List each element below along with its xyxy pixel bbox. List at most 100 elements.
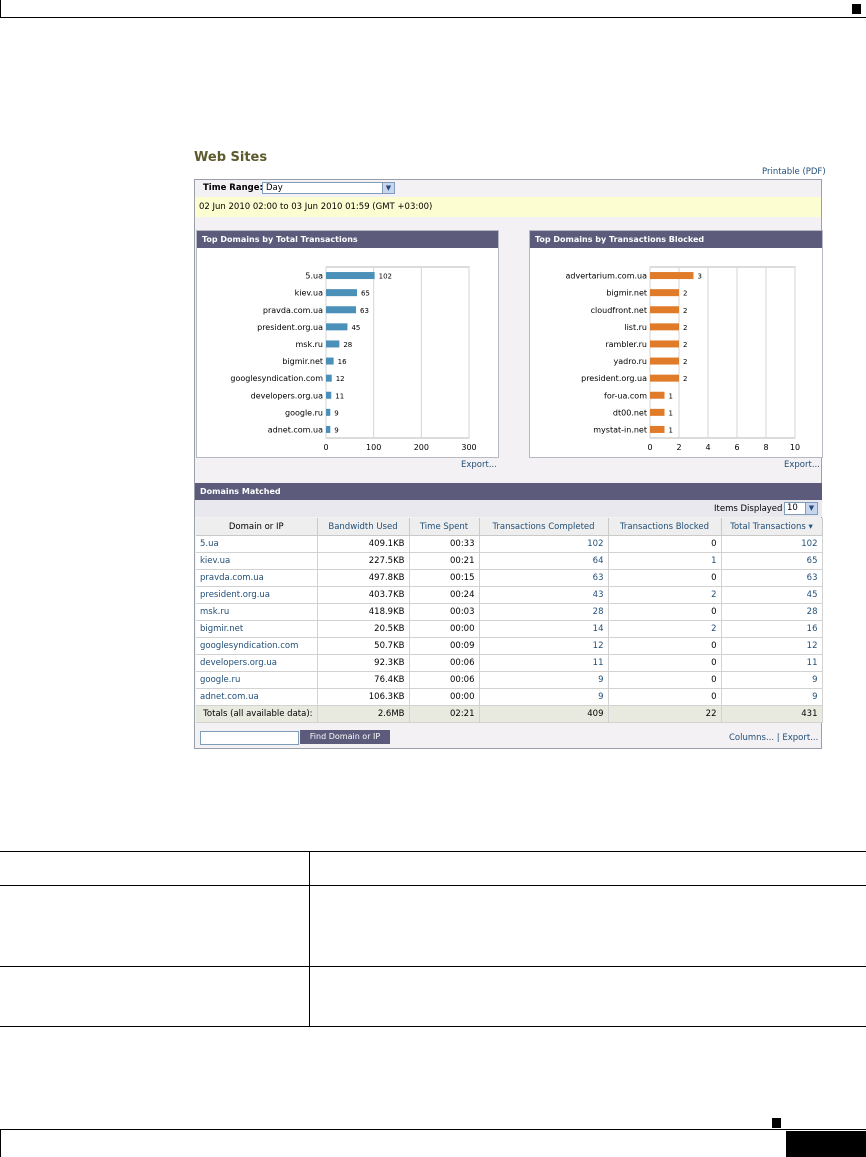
cell-transactions-blocked[interactable]: 1 bbox=[608, 552, 722, 570]
x-tick-label: 300 bbox=[461, 443, 476, 452]
bar[interactable] bbox=[650, 272, 694, 280]
cell-transactions-blocked[interactable]: 2 bbox=[608, 586, 722, 604]
cell-time-spent: 00:09 bbox=[409, 637, 480, 655]
bar-value-label: 2 bbox=[683, 375, 687, 383]
footer-marker bbox=[772, 1118, 781, 1128]
cell-transactions-completed[interactable]: 64 bbox=[479, 552, 609, 570]
bar[interactable] bbox=[326, 289, 357, 297]
cell-total-transactions[interactable]: 16 bbox=[721, 620, 823, 638]
top-domains-total-chart: Top Domains by Total Transactions 0 100 20… bbox=[196, 230, 499, 458]
bar[interactable] bbox=[650, 391, 665, 399]
cell-domain[interactable]: google.ru bbox=[196, 671, 318, 689]
export-total-chart-link[interactable]: Export... bbox=[461, 460, 497, 470]
cell-total-transactions[interactable]: 28 bbox=[721, 603, 823, 621]
cell-transactions-completed[interactable]: 43 bbox=[479, 586, 609, 604]
bar[interactable] bbox=[650, 425, 665, 433]
cell-total-transactions[interactable]: 45 bbox=[721, 586, 823, 604]
cell-transactions-completed[interactable]: 9 bbox=[479, 688, 609, 706]
cell-domain[interactable]: adnet.com.ua bbox=[196, 688, 318, 706]
printable-pdf-link[interactable]: Printable (PDF) bbox=[762, 167, 826, 177]
cell-time-spent: 00:03 bbox=[409, 603, 480, 621]
bar[interactable] bbox=[650, 306, 679, 314]
column-header-time-spent[interactable]: Time Spent bbox=[409, 518, 480, 536]
table-row: developers.org.ua 92.3KB 00:06 11 0 11 bbox=[196, 654, 823, 672]
find-domain-input[interactable] bbox=[200, 731, 299, 745]
column-header-bandwidth[interactable]: Bandwidth Used bbox=[317, 518, 410, 536]
doc-table-rule bbox=[0, 851, 866, 852]
column-header-transactions-blocked[interactable]: Transactions Blocked bbox=[608, 518, 722, 536]
bar-value-label: 102 bbox=[379, 273, 392, 281]
table-row: msk.ru 418.9KB 00:03 28 0 28 bbox=[196, 603, 823, 621]
category-label: president.org.ua bbox=[581, 374, 647, 383]
bar[interactable] bbox=[650, 289, 679, 297]
totals-row: Totals (all available data): 2.6MB 02:21 40… bbox=[196, 705, 823, 723]
column-header-total-transactions[interactable]: Total Transactions ▾ bbox=[721, 518, 823, 536]
bar-value-label: 3 bbox=[698, 273, 702, 281]
bar[interactable] bbox=[326, 374, 332, 382]
cell-total-transactions[interactable]: 102 bbox=[721, 535, 823, 553]
cell-domain[interactable]: msk.ru bbox=[196, 603, 318, 621]
bar[interactable] bbox=[650, 374, 679, 382]
cell-transactions-completed[interactable]: 102 bbox=[479, 535, 609, 553]
bar[interactable] bbox=[326, 340, 340, 348]
export-table-link[interactable]: Export... bbox=[782, 733, 819, 743]
totals-cell: 431 bbox=[721, 705, 823, 723]
cell-transactions-blocked[interactable]: 2 bbox=[608, 620, 722, 638]
bar[interactable] bbox=[326, 272, 375, 280]
cell-transactions-blocked: 0 bbox=[608, 671, 722, 689]
page-number-tab bbox=[786, 1131, 866, 1157]
table-row: 5.ua 409.1KB 00:33 102 0 102 bbox=[196, 535, 823, 553]
category-label: bigmir.net bbox=[606, 289, 647, 298]
cell-total-transactions[interactable]: 9 bbox=[721, 671, 823, 689]
cell-time-spent: 00:15 bbox=[409, 569, 480, 587]
columns-link[interactable]: Columns... bbox=[729, 733, 775, 743]
category-label: 5.ua bbox=[305, 272, 323, 281]
cell-total-transactions[interactable]: 65 bbox=[721, 552, 823, 570]
chart-title: Top Domains by Transactions Blocked bbox=[530, 231, 822, 248]
cell-total-transactions[interactable]: 9 bbox=[721, 688, 823, 706]
cell-transactions-completed[interactable]: 11 bbox=[479, 654, 609, 672]
cell-transactions-completed[interactable]: 28 bbox=[479, 603, 609, 621]
bar[interactable] bbox=[326, 408, 331, 416]
items-displayed-select[interactable]: 10 ▼ bbox=[784, 502, 818, 515]
bar[interactable] bbox=[326, 425, 331, 433]
table-row: kiev.ua 227.5KB 00:21 64 1 65 bbox=[196, 552, 823, 570]
cell-domain[interactable]: googlesyndication.com bbox=[196, 637, 318, 655]
cell-domain[interactable]: 5.ua bbox=[196, 535, 318, 553]
bar[interactable] bbox=[326, 323, 348, 331]
bar-value-label: 2 bbox=[683, 290, 687, 298]
bar[interactable] bbox=[650, 408, 665, 416]
column-header-transactions-completed[interactable]: Transactions Completed bbox=[479, 518, 609, 536]
cell-transactions-blocked: 0 bbox=[608, 569, 722, 587]
bar[interactable] bbox=[326, 391, 332, 399]
cell-total-transactions[interactable]: 11 bbox=[721, 654, 823, 672]
category-label: kiev.ua bbox=[295, 289, 324, 298]
find-domain-button[interactable]: Find Domain or IP bbox=[300, 730, 390, 744]
time-range-select[interactable]: Day ▼ bbox=[262, 182, 395, 194]
cell-bandwidth: 76.4KB bbox=[317, 671, 410, 689]
cell-transactions-completed[interactable]: 12 bbox=[479, 637, 609, 655]
cell-domain[interactable]: president.org.ua bbox=[196, 586, 318, 604]
cell-domain[interactable]: pravda.com.ua bbox=[196, 569, 318, 587]
table-row: bigmir.net 20.5KB 00:00 14 2 16 bbox=[196, 620, 823, 638]
bar[interactable] bbox=[326, 306, 357, 314]
cell-transactions-completed[interactable]: 63 bbox=[479, 569, 609, 587]
export-blocked-chart-link[interactable]: Export... bbox=[784, 460, 820, 470]
cell-domain[interactable]: developers.org.ua bbox=[196, 654, 318, 672]
cell-domain[interactable]: kiev.ua bbox=[196, 552, 318, 570]
bar[interactable] bbox=[650, 323, 679, 331]
bar-value-label: 2 bbox=[683, 324, 687, 332]
cell-domain[interactable]: bigmir.net bbox=[196, 620, 318, 638]
cell-total-transactions[interactable]: 63 bbox=[721, 569, 823, 587]
bar[interactable] bbox=[650, 357, 679, 365]
category-label: bigmir.net bbox=[282, 357, 323, 366]
cell-transactions-completed[interactable]: 14 bbox=[479, 620, 609, 638]
bar[interactable] bbox=[326, 357, 334, 365]
bar-value-label: 2 bbox=[683, 358, 687, 366]
chevron-down-icon: ▼ bbox=[382, 183, 394, 193]
top-rule bbox=[0, 17, 866, 18]
cell-bandwidth: 497.8KB bbox=[317, 569, 410, 587]
bar[interactable] bbox=[650, 340, 679, 348]
cell-transactions-completed[interactable]: 9 bbox=[479, 671, 609, 689]
cell-total-transactions[interactable]: 12 bbox=[721, 637, 823, 655]
